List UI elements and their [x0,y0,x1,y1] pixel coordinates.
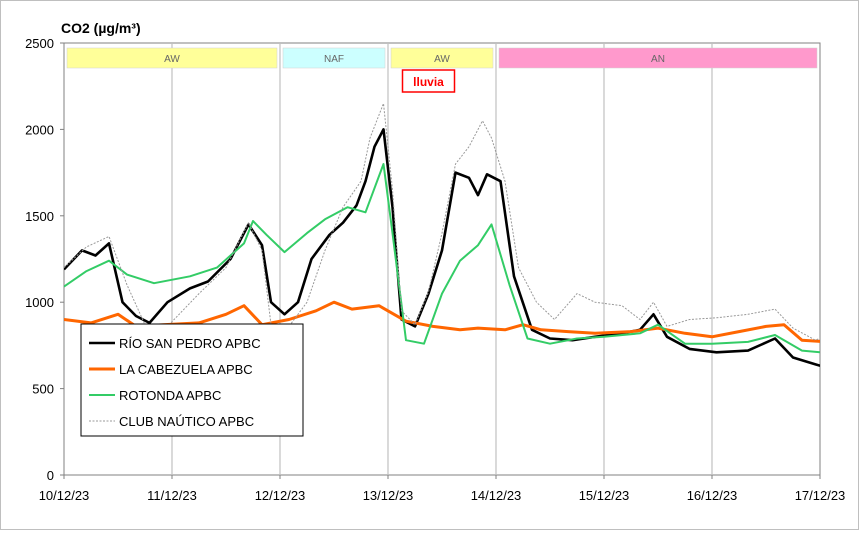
y-tick-label: 0 [47,468,54,483]
x-tick-label: 14/12/23 [471,488,522,503]
annotation-box [401,69,456,93]
x-tick-label: 15/12/23 [579,488,630,503]
period-label: NAF [324,54,344,65]
period-band-1 [282,47,386,69]
x-tick-label: 12/12/23 [255,488,306,503]
legend-label: ROTONDA APBC [119,388,221,403]
period-band-2 [390,47,494,69]
series-line-3 [64,103,820,341]
legend-label: RÍO SAN PEDRO APBC [119,336,261,351]
x-tick-label: 10/12/23 [39,488,90,503]
y-tick-label: 500 [32,382,54,397]
y-tick-label: 2500 [25,36,54,51]
annotation-text: lluvia [413,75,444,89]
legend-box [80,323,304,437]
x-tick-label: 11/12/23 [147,488,197,503]
x-tick-label: 17/12/23 [795,488,846,503]
legend-label: LA CABEZUELA APBC [119,362,253,377]
period-label: AW [164,54,180,65]
y-tick-label: 1000 [25,295,54,310]
x-tick-label: 13/12/23 [363,488,414,503]
series-line-2 [64,163,820,354]
legend-label: CLUB NAÚTICO APBC [119,414,254,429]
x-tick-label: 16/12/23 [687,488,738,503]
period-label: AN [651,54,665,65]
period-band-0 [66,47,278,69]
y-tick-label: 2000 [25,122,54,137]
period-label: AW [434,54,450,65]
series-line-0 [64,128,820,368]
chart-title: CO2 (µg/m³) [61,20,141,36]
y-tick-label: 1500 [25,209,54,224]
period-band-3 [498,47,818,69]
